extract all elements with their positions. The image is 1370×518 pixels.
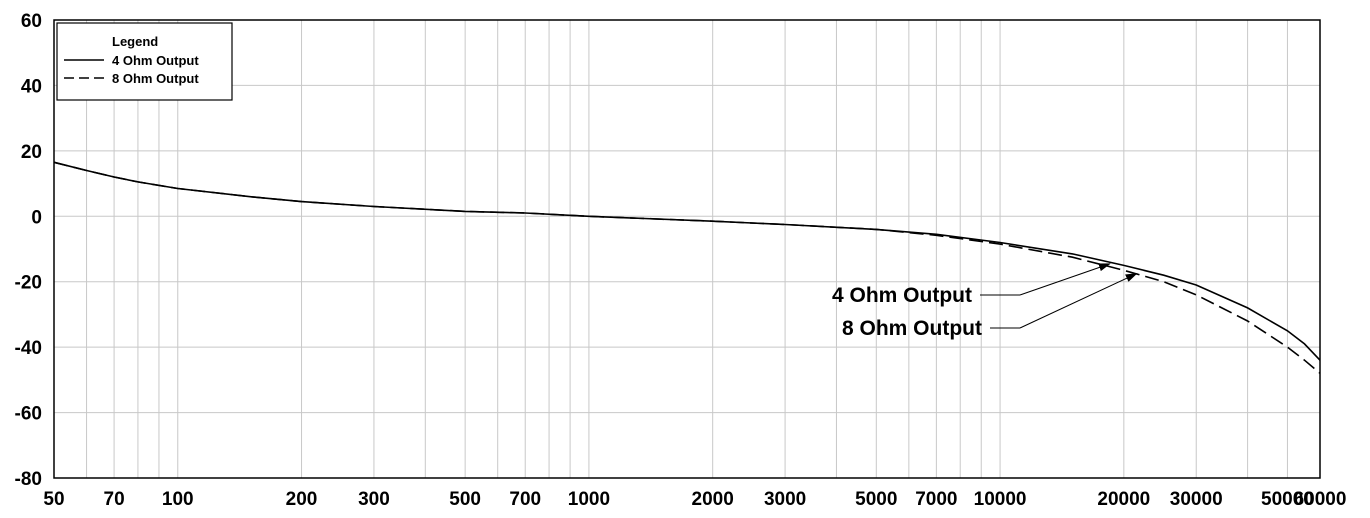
x-tick-label: 10000 [974,489,1027,510]
x-tick-label: 300 [358,489,390,510]
x-tick-label: 7000 [915,489,957,510]
x-tick-label: 50 [43,489,64,510]
legend-title: Legend [112,34,158,49]
x-tick-label: 20000 [1097,489,1150,510]
x-tick-label: 70 [104,489,125,510]
grid [53,19,1321,479]
annotation-arrow [1019,273,1138,329]
x-tick-label: 2000 [692,489,734,510]
x-tick-label: 500 [449,489,481,510]
x-tick-label: 100 [162,489,194,510]
x-tick-label: 30000 [1170,489,1223,510]
legend: Legend 4 Ohm Output 8 Ohm Output [56,22,233,101]
legend-entry-label: 8 Ohm Output [112,71,199,86]
x-tick-label: 1000 [568,489,610,510]
legend-entry-label: 4 Ohm Output [112,53,199,68]
y-tick-label: -60 [15,404,42,425]
y-tick-label: -40 [15,338,42,359]
y-axis-ticks: 60 40 20 0 -20 -40 -60 -80 [15,11,42,490]
series-line-4-ohm-output [53,161,1321,361]
annotation-label: 4 Ohm Output [832,284,972,307]
x-tick-label: 60000 [1294,489,1347,510]
y-tick-label: 20 [21,142,42,163]
y-tick-label: -80 [15,469,42,490]
legend-box [56,22,233,101]
y-tick-label: 0 [31,207,42,228]
y-tick-label: -20 [15,273,42,294]
series-lines [53,161,1321,374]
plot-frame [53,19,1321,479]
x-tick-label: 3000 [764,489,806,510]
x-tick-label: 5000 [855,489,897,510]
annotations: 4 Ohm Output 8 Ohm Output [832,263,1138,340]
x-tick-label: 200 [286,489,318,510]
y-tick-label: 40 [21,76,42,97]
x-tick-label: 700 [509,489,541,510]
series-line-8-ohm-output [53,161,1321,374]
annotation-label: 8 Ohm Output [842,317,982,340]
x-tick-label: 50000 [1261,489,1314,510]
y-tick-label: 60 [21,11,42,32]
x-axis-ticks: 50 70 100 200 300 500 700 1000 2000 3000 5000 7000 1… [43,489,1346,510]
annotation-arrow [1019,263,1111,296]
